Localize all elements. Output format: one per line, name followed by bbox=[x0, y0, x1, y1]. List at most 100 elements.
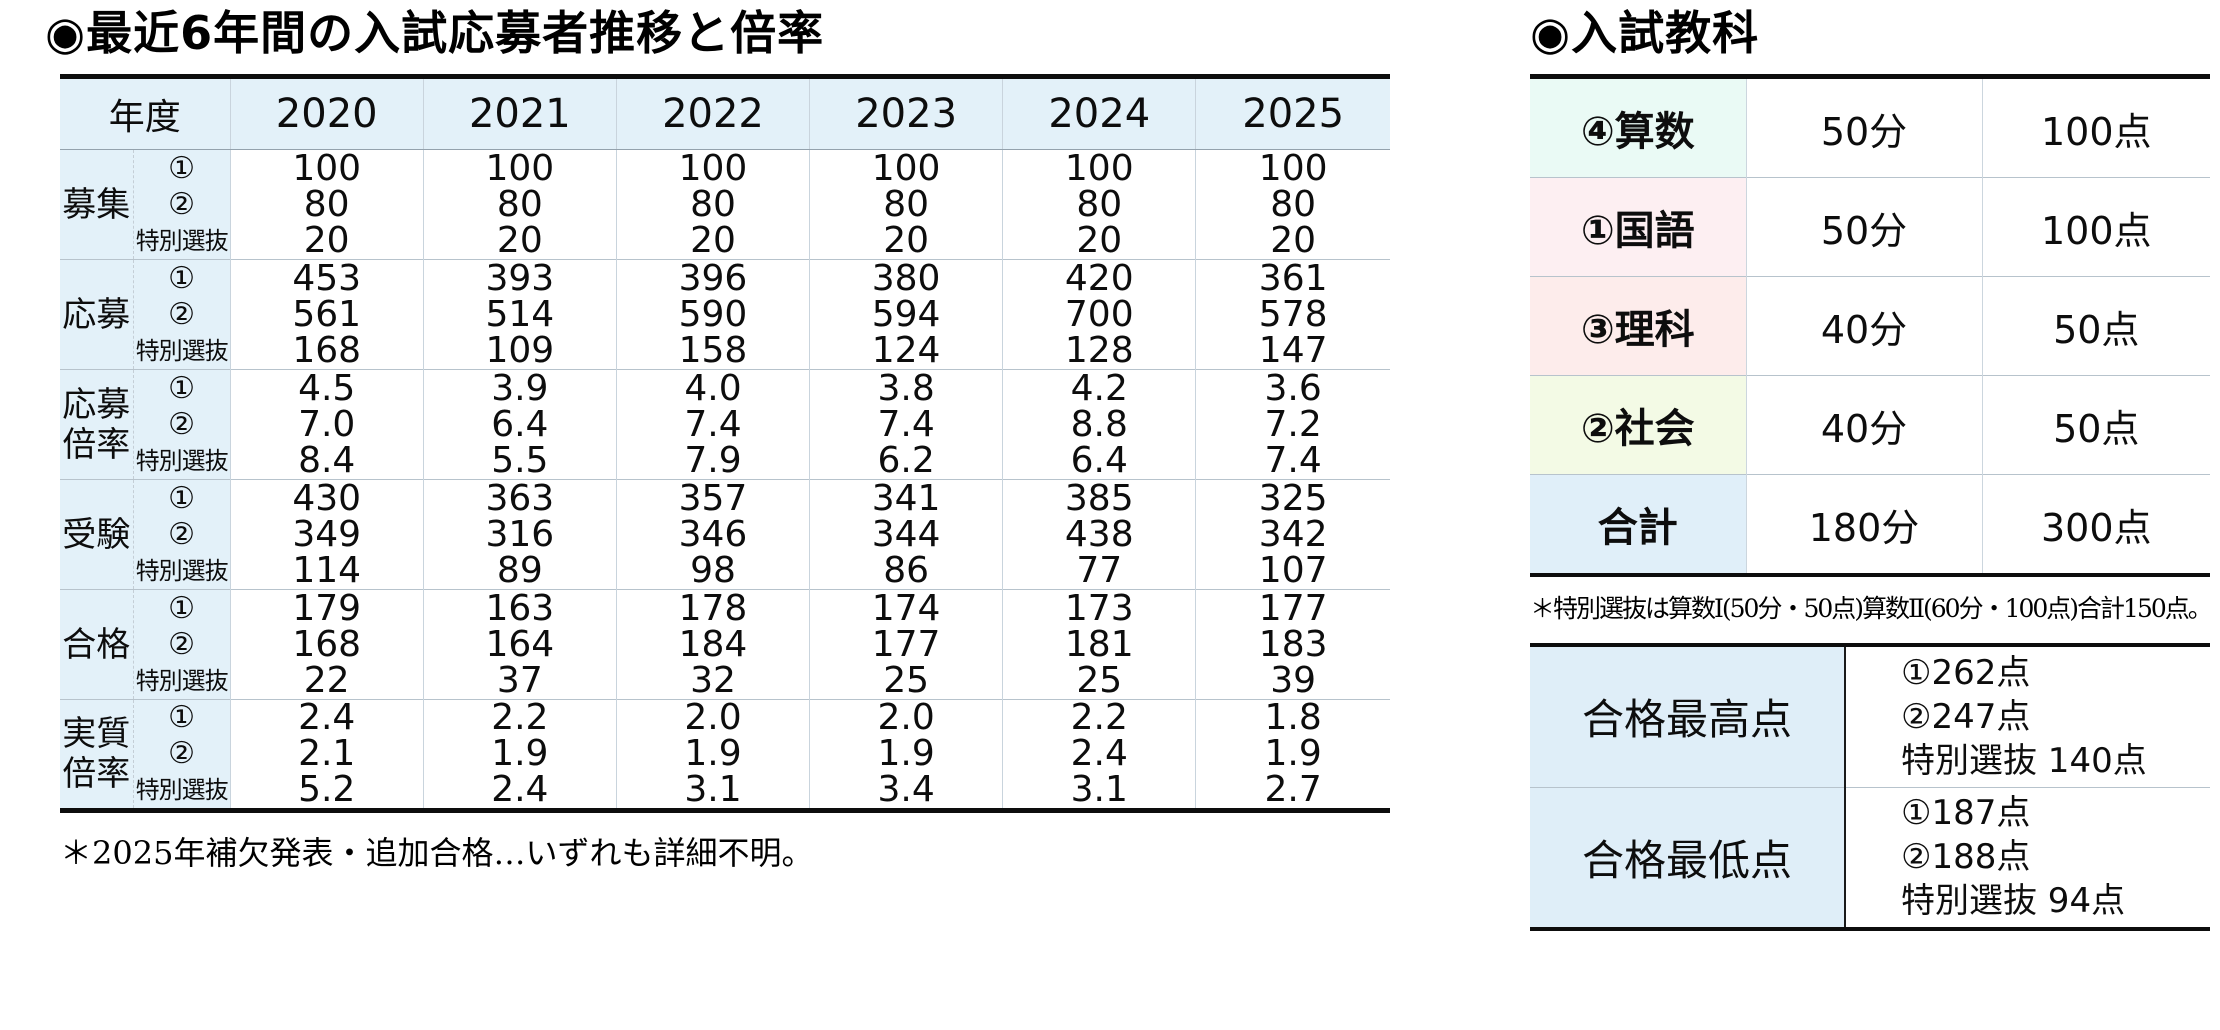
sub-labels-cell: ① ② 特別選抜 bbox=[132, 369, 231, 480]
value-line: 86 bbox=[883, 549, 930, 591]
sub-label: ① bbox=[168, 480, 196, 516]
value-cell: 2.0 1.9 3.4 bbox=[809, 699, 1003, 811]
value-line: 114 bbox=[292, 549, 362, 591]
subject-points: 50点 bbox=[1981, 375, 2210, 475]
category-label: 募集 bbox=[60, 149, 134, 260]
sub-label: ① bbox=[168, 260, 196, 296]
year-header: 2022 bbox=[615, 76, 810, 150]
value-line: 20 bbox=[496, 219, 543, 261]
subject-label: ③理科 bbox=[1530, 276, 1746, 376]
value-line: 357 bbox=[678, 477, 748, 519]
value-line: 80 bbox=[1270, 183, 1317, 225]
value-line: 2.4 bbox=[298, 697, 356, 738]
value-line: 7.4 bbox=[877, 403, 935, 445]
sub-labels-cell: ① ② 特別選抜 bbox=[132, 699, 231, 811]
value-line: 349 bbox=[292, 513, 362, 555]
subject-time: 50分 bbox=[1745, 76, 1982, 178]
value-line: 20 bbox=[883, 219, 930, 261]
value-line: 590 bbox=[678, 293, 748, 335]
value-line: 3.1 bbox=[684, 769, 742, 810]
value-line: 316 bbox=[485, 513, 555, 555]
table-row: ②社会 40分 50点 bbox=[1530, 375, 2210, 475]
value-line: 181 bbox=[1064, 623, 1134, 665]
sub-label: 特別選抜 bbox=[135, 226, 229, 255]
value-cell: 3.6 7.2 7.4 bbox=[1195, 369, 1390, 480]
sub-labels-cell: ① ② 特別選抜 bbox=[132, 589, 231, 700]
value-line: 5.2 bbox=[298, 769, 356, 810]
value-line: 107 bbox=[1258, 549, 1328, 591]
value-line: 6.2 bbox=[877, 439, 935, 481]
header-row: 年度 2020 2021 2022 2023 2024 2025 bbox=[60, 76, 1390, 150]
value-line: 80 bbox=[496, 183, 543, 225]
value-cell: 2.4 2.1 5.2 bbox=[229, 697, 424, 811]
value-line: 100 bbox=[1258, 147, 1328, 189]
sub-label: 特別選抜 bbox=[135, 446, 229, 475]
exam-subjects-section: ◉入試教科 ④算数 50分 100点 ①国語 50分 100点 ③理科 40分 50点 ②社会 40… bbox=[1530, 6, 2220, 931]
value-cell: 100 80 20 bbox=[229, 147, 424, 261]
year-header: 2020 bbox=[229, 76, 424, 150]
sub-label: 特別選抜 bbox=[135, 666, 229, 695]
table-row: 合計 180分 300点 bbox=[1530, 474, 2210, 575]
subjects-table-body: ④算数 50分 100点 ①国語 50分 100点 ③理科 40分 50点 ②社会 40分 50点 合計… bbox=[1530, 76, 2210, 575]
score-line: ②247点 bbox=[1901, 696, 2031, 737]
value-cell: 357 346 98 bbox=[615, 477, 810, 590]
value-cell: 3.9 6.4 5.5 bbox=[422, 369, 617, 480]
score-label: 合格最低点 bbox=[1530, 787, 1845, 929]
value-line: 8.8 bbox=[1070, 403, 1128, 445]
value-line: 100 bbox=[485, 147, 555, 189]
sub-label: ① bbox=[168, 700, 196, 735]
category-label: 応募倍率 bbox=[60, 369, 134, 480]
subject-time: 40分 bbox=[1745, 276, 1982, 376]
value-cell: 4.0 7.4 7.9 bbox=[615, 369, 810, 480]
admissions-footnote: ＊2025年補欠発表・追加合格…いずれも詳細不明。 bbox=[60, 834, 814, 872]
exam-subjects-title: ◉入試教科 bbox=[1530, 6, 1760, 60]
value-line: 1.9 bbox=[1264, 733, 1322, 774]
subject-points: 100点 bbox=[1981, 177, 2210, 277]
table-row: 受験 ① ② 特別選抜 430 349 114 363 316 89 357 346 98 341 344 8… bbox=[60, 477, 1390, 591]
subject-label: ④算数 bbox=[1530, 76, 1746, 178]
subject-label: 合計 bbox=[1530, 474, 1746, 575]
value-line: 164 bbox=[485, 623, 555, 665]
sub-label: ① bbox=[168, 150, 196, 186]
value-cell: 177 183 39 bbox=[1195, 589, 1390, 701]
year-axis-label: 年度 bbox=[60, 76, 231, 150]
table-row: ③理科 40分 50点 bbox=[1530, 276, 2210, 376]
value-cell: 2.0 1.9 3.1 bbox=[615, 699, 810, 811]
value-line: 174 bbox=[871, 587, 941, 629]
subject-time: 180分 bbox=[1745, 474, 1982, 575]
value-line: 3.4 bbox=[877, 769, 935, 810]
value-cell: 173 181 25 bbox=[1002, 589, 1196, 700]
year-header: 2021 bbox=[422, 76, 617, 150]
value-line: 4.5 bbox=[298, 367, 356, 409]
score-line: 特別選抜 140点 bbox=[1901, 740, 2147, 781]
value-line: 2.2 bbox=[1070, 697, 1128, 738]
subject-points: 100点 bbox=[1981, 76, 2210, 178]
value-line: 20 bbox=[303, 219, 350, 261]
value-line: 1.9 bbox=[877, 733, 935, 774]
score-values-cell: ①187点 ②188点 特別選抜 94点 bbox=[1844, 787, 2210, 929]
value-line: 147 bbox=[1258, 329, 1328, 371]
value-line: 2.2 bbox=[491, 697, 549, 738]
special-selection-footnote: ＊特別選抜は算数Ⅰ(50分・50点)算数Ⅱ(60分・100点)合計150点。 bbox=[1530, 594, 2213, 623]
sub-label: ② bbox=[168, 406, 196, 442]
value-cell: 2.2 2.4 3.1 bbox=[1002, 697, 1196, 811]
value-cell: 163 164 37 bbox=[422, 589, 617, 700]
value-cell: 393 514 109 bbox=[422, 259, 617, 370]
sub-label: 特別選抜 bbox=[135, 556, 229, 585]
value-line: 2.7 bbox=[1264, 769, 1322, 810]
value-line: 100 bbox=[292, 147, 362, 189]
sub-label: ② bbox=[168, 186, 196, 222]
value-line: 2.1 bbox=[298, 733, 356, 774]
value-line: 2.4 bbox=[1070, 733, 1128, 774]
value-line: 341 bbox=[871, 477, 941, 519]
sub-label: ② bbox=[168, 296, 196, 332]
category-label: 実質倍率 bbox=[60, 699, 134, 811]
value-cell: 178 184 32 bbox=[615, 589, 810, 700]
value-cell: 100 80 20 bbox=[1002, 149, 1196, 260]
value-line: 4.2 bbox=[1070, 367, 1128, 409]
value-line: 39 bbox=[1270, 659, 1317, 701]
value-cell: 430 349 114 bbox=[229, 479, 424, 591]
value-cell: 4.5 7.0 8.4 bbox=[229, 367, 424, 480]
admissions-trend-section: ◉最近6年間の入試応募者推移と倍率 年度 2020 2021 2022 2023… bbox=[45, 6, 1390, 873]
table-row: 応募倍率 ① ② 特別選抜 4.5 7.0 8.4 3.9 6.4 5.5 4.0 7.4 7.9 3.8… bbox=[60, 367, 1390, 481]
